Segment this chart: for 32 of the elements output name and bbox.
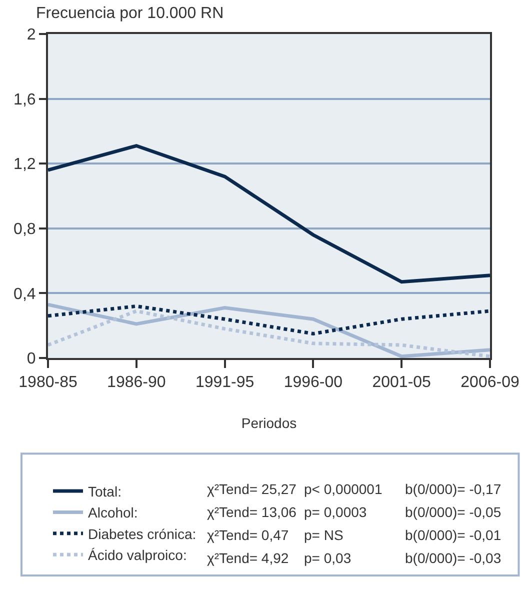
legend-label: Alcohol:	[88, 504, 138, 521]
y-axis-title: Frecuencia por 10.000 RN	[36, 5, 224, 22]
text: p= 0,03	[304, 550, 352, 566]
x-tick-label: 2001-05	[372, 374, 432, 392]
x-tick-label: 1986-90	[107, 374, 166, 392]
text: b(0/000)= -0,17	[405, 481, 502, 497]
line-series	[48, 304, 490, 336]
y-tick-label: 1,6	[14, 91, 36, 108]
text: χ²Tend= 25,27	[207, 481, 297, 497]
text: p< 0,000001	[304, 481, 382, 497]
legend-label: Diabetes crónica:	[88, 526, 196, 542]
text: χ²Tend= 0,47	[207, 527, 289, 543]
x-tick-label: 1991-95	[195, 374, 254, 392]
line-series	[48, 144, 490, 284]
y-tick-label: 0,4	[14, 286, 36, 303]
y-tick-label: 0,8	[14, 221, 36, 238]
y-tick-label: 0	[26, 350, 36, 368]
text: p= 0,0003	[304, 504, 367, 520]
x-tick-label: 1980-85	[18, 374, 78, 392]
text: χ²Tend= 4,92	[207, 550, 289, 566]
x-axis-title: Periodos	[241, 415, 297, 431]
text: p= NS	[304, 527, 344, 543]
legend-label: Ácido valproico:	[88, 547, 187, 564]
text: b(0/000)= -0,01	[405, 527, 502, 543]
x-tick-label: 1996-00	[284, 374, 343, 392]
text: b(0/000)= -0,05	[405, 504, 502, 520]
y-tick-label: 1,2	[14, 156, 36, 174]
text: χ²Tend= 13,06	[207, 504, 297, 520]
text: b(0/000)= -0,03	[405, 550, 502, 566]
x-tick-label: 2006-09	[460, 374, 520, 392]
y-tick-label: 2	[26, 26, 36, 44]
legend-label: Total:	[88, 483, 122, 500]
